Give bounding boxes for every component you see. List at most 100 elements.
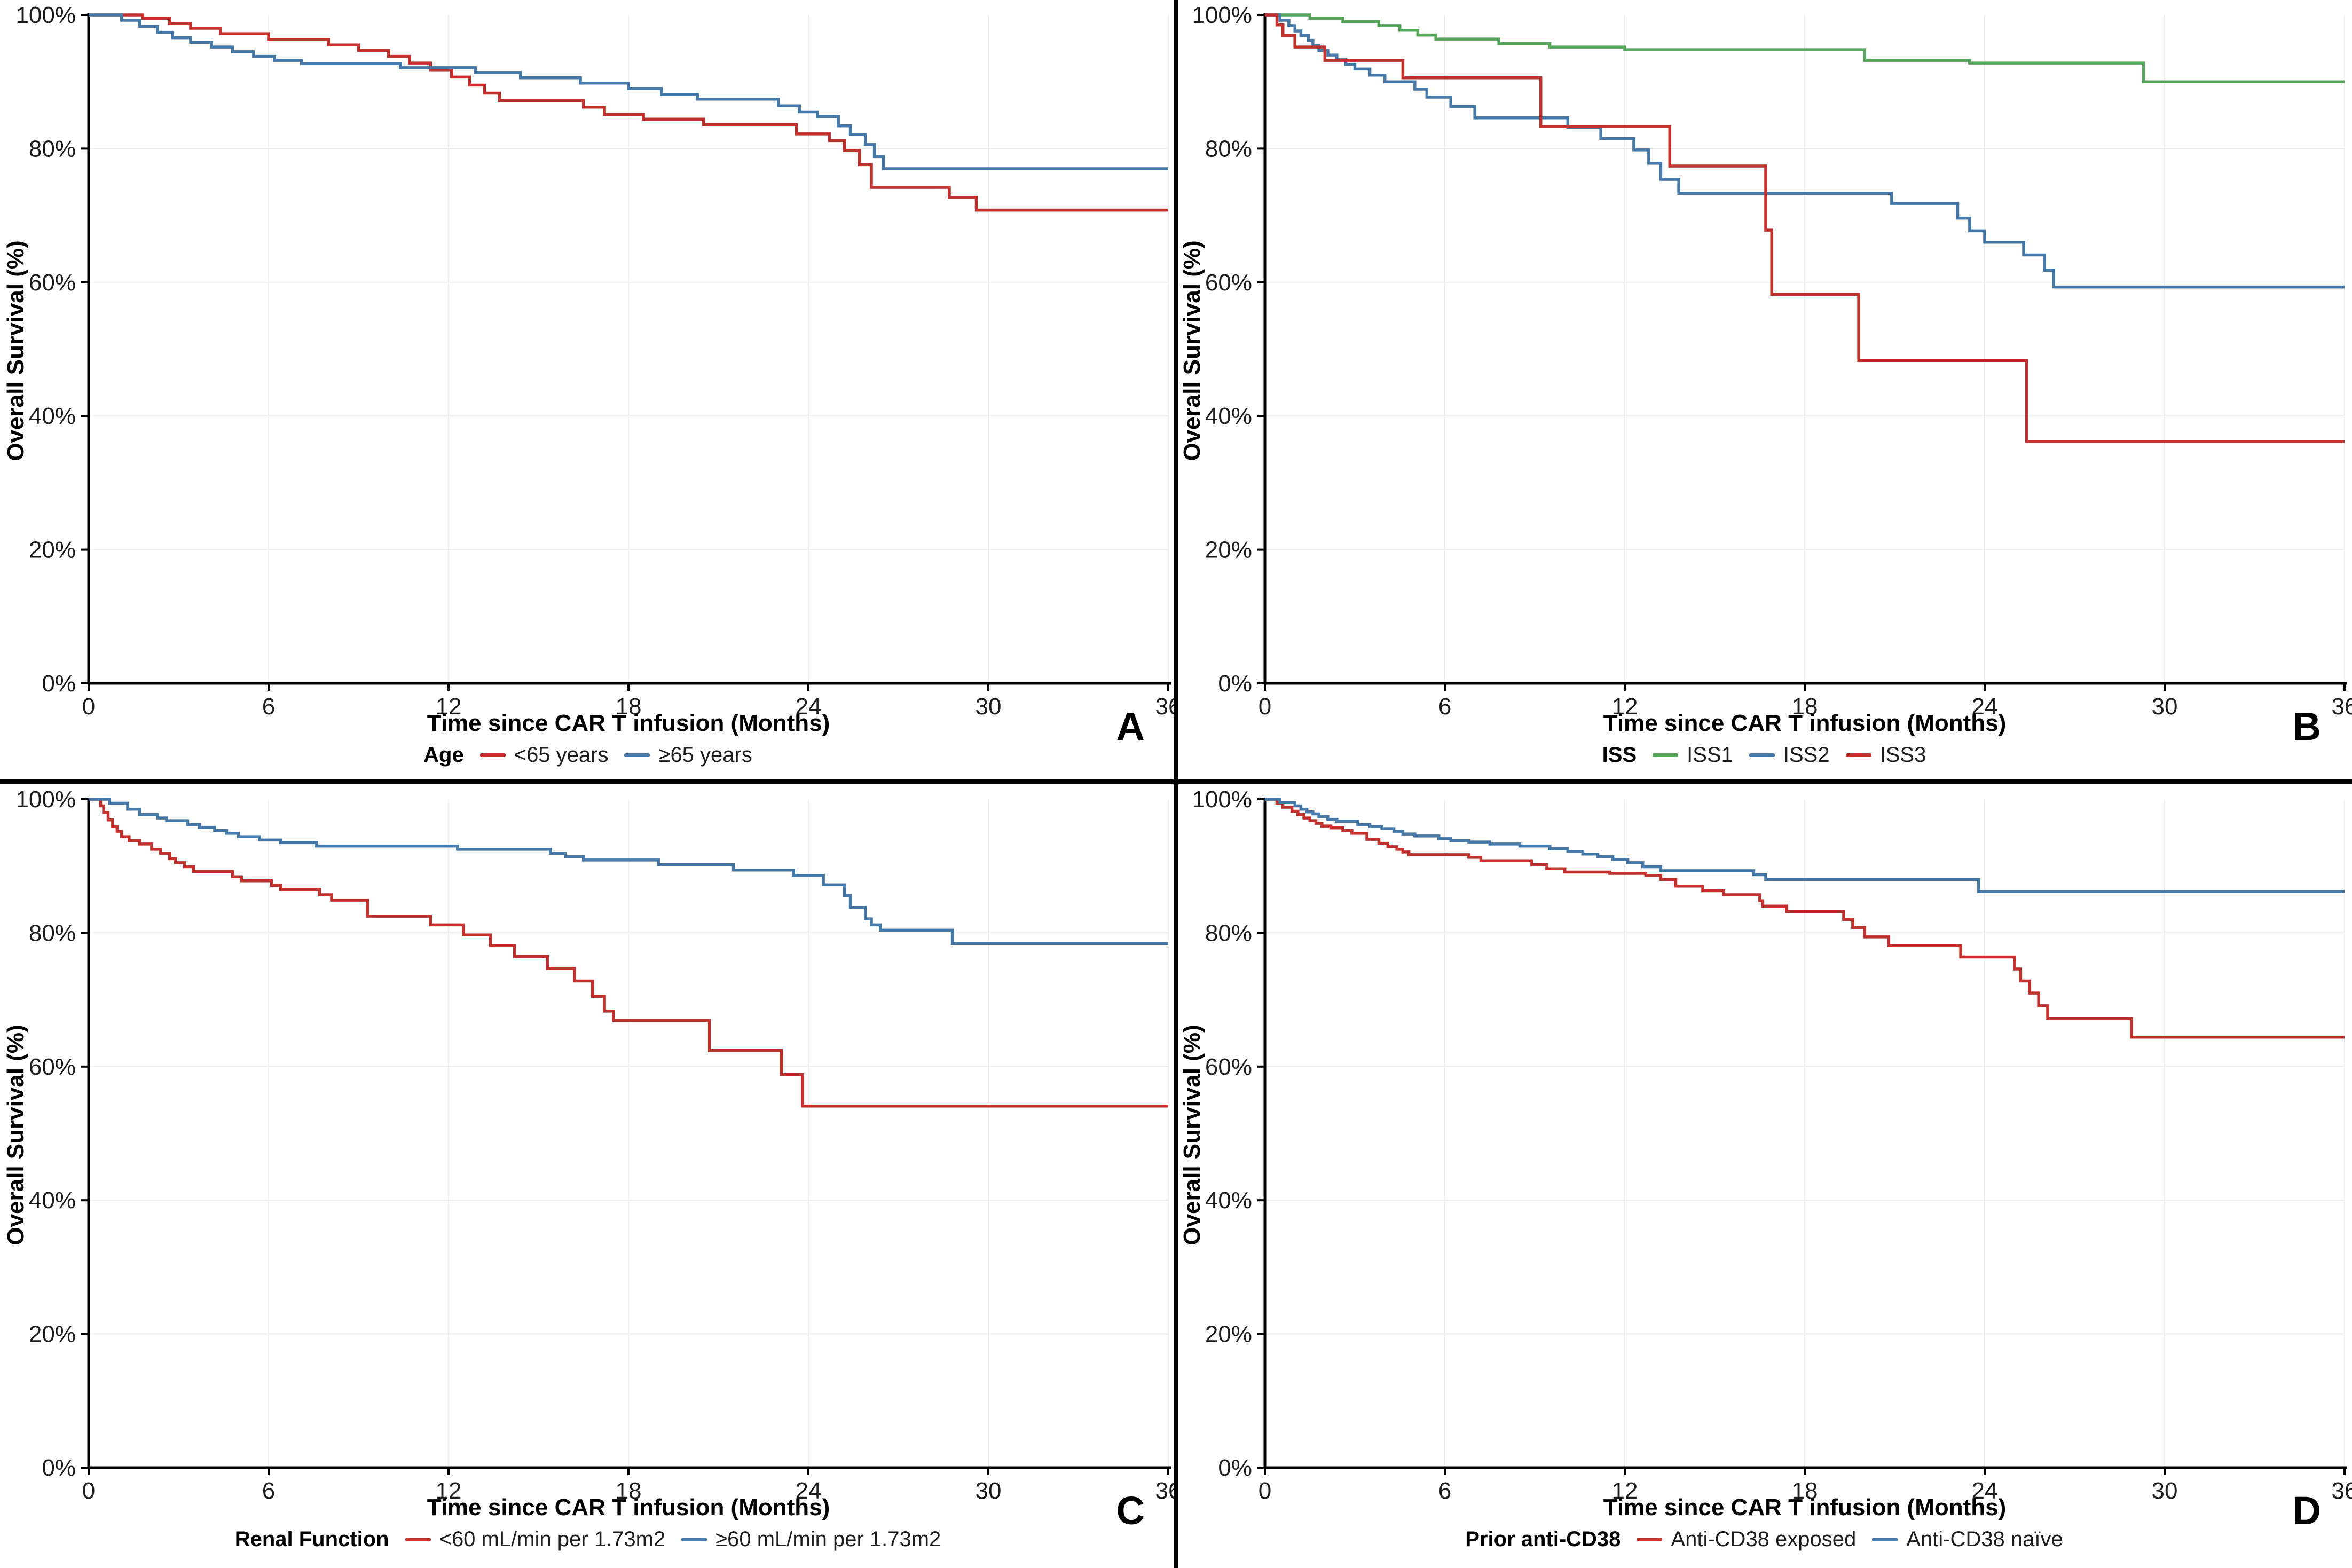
x-axis-title: Time since CAR T infusion (Months) — [427, 1494, 830, 1520]
y-tick-label: 60% — [1205, 270, 1252, 296]
panel-b: 0 6 12 18 24 30 36 0% 20% 40% 60% 80% 100% Overall S… — [1176, 0, 2352, 784]
y-tick-label: 0% — [1218, 1455, 1252, 1481]
legend-d: Prior anti-CD38 Anti-CD38 exposed Anti-CD… — [1176, 1527, 2352, 1551]
x-tick-label: 12 — [1612, 694, 1638, 720]
x-tick-label: 18 — [1792, 694, 1818, 720]
legend-line-swatch — [1749, 753, 1775, 757]
x-tick-label: 36 — [1155, 694, 1176, 720]
legend-line-swatch — [1637, 1538, 1663, 1541]
legend-label: <65 years — [514, 743, 609, 767]
y-axis-title: Overall Survival (%) — [3, 240, 29, 461]
x-tick-label: 18 — [616, 694, 642, 720]
x-tick-label: 30 — [2152, 694, 2178, 720]
y-tick-label: 100% — [1192, 2, 1252, 28]
y-tick-label: 40% — [29, 403, 76, 429]
x-tick-label: 30 — [976, 1478, 1002, 1504]
x-axis-title: Time since CAR T infusion (Months) — [427, 710, 830, 736]
km-curve-Anti-CD38 exposed — [1265, 798, 2345, 1039]
y-tick-label: 80% — [29, 920, 76, 946]
x-tick-label: 30 — [976, 694, 1002, 720]
legend-line-swatch — [624, 753, 650, 757]
legend-label: ISS3 — [1879, 743, 1926, 767]
y-tick-label: 20% — [1205, 537, 1252, 563]
legend-label: Anti-CD38 naïve — [1906, 1527, 2063, 1551]
x-tick-label: 12 — [436, 694, 462, 720]
y-tick-label: 60% — [29, 270, 76, 296]
x-tick-label: 36 — [1155, 1478, 1176, 1504]
x-tick-label: 0 — [82, 1478, 95, 1504]
legend-label: ≥65 years — [658, 743, 752, 767]
x-tick-label: 0 — [1258, 694, 1271, 720]
x-tick-label: 12 — [436, 1478, 462, 1504]
y-tick-label: 40% — [29, 1187, 76, 1214]
y-tick-label: 60% — [29, 1054, 76, 1080]
x-tick-label: 6 — [262, 694, 275, 720]
km-curve-Anti-CD38 naïve — [1265, 798, 2345, 893]
y-tick-label: 60% — [1205, 1054, 1252, 1080]
x-tick-label: 0 — [82, 694, 95, 720]
legend-line-swatch — [681, 1538, 707, 1541]
y-axis-title: Overall Survival (%) — [1179, 240, 1205, 461]
legend-title: Prior anti-CD38 — [1465, 1527, 1621, 1551]
legend-title: Age — [423, 743, 464, 767]
x-tick-label: 12 — [1612, 1478, 1638, 1504]
x-tick-label: 24 — [1972, 694, 1998, 720]
legend-entry: ≥65 years — [624, 743, 752, 767]
legend-entry: <60 mL/min per 1.73m2 — [405, 1527, 666, 1551]
x-tick-label: 24 — [796, 1478, 822, 1504]
x-tick-label: 18 — [616, 1478, 642, 1504]
x-tick-label: 6 — [1438, 1478, 1451, 1504]
x-tick-label: 30 — [2152, 1478, 2178, 1504]
y-tick-label: 40% — [1205, 1187, 1252, 1214]
panel-letter-b: B — [2292, 704, 2321, 748]
panel-divider-horizontal — [0, 779, 2352, 784]
km-plot-b: 0 6 12 18 24 30 36 0% 20% 40% 60% 80% 100% — [1192, 2, 2352, 720]
panel-a: 0 6 12 18 24 30 36 0% 20% 40% 60% 80% 100% Overall S… — [0, 0, 1176, 784]
y-tick-label: 20% — [29, 537, 76, 563]
km-plot-d: 0 6 12 18 24 30 36 0% 20% 40% 60% 80% 100% — [1192, 786, 2352, 1504]
legend-line-swatch — [479, 753, 506, 757]
x-tick-label: 0 — [1258, 1478, 1271, 1504]
y-tick-label: 40% — [1205, 403, 1252, 429]
legend-entry: Anti-CD38 exposed — [1637, 1527, 1856, 1551]
km-curve-ISS1 — [1265, 13, 2345, 83]
y-tick-label: 80% — [29, 136, 76, 162]
km-curve-<60 mL/min per 1.73m2 — [89, 798, 1168, 1108]
panel-d: 0 6 12 18 24 30 36 0% 20% 40% 60% 80% 100% Overall S… — [1176, 784, 2352, 1568]
y-tick-label: 80% — [1205, 920, 1252, 946]
legend-line-swatch — [1845, 753, 1871, 757]
legend-label: ISS1 — [1687, 743, 1733, 767]
x-tick-label: 6 — [1438, 694, 1451, 720]
x-axis-title: Time since CAR T infusion (Months) — [1603, 710, 2007, 736]
legend-line-swatch — [1872, 1538, 1898, 1541]
legend-title: ISS — [1602, 743, 1637, 767]
km-curve-<65 years — [89, 13, 1168, 212]
legend-entry: ISS3 — [1845, 743, 1926, 767]
legend-entry: ISS2 — [1749, 743, 1830, 767]
legend-label: ISS2 — [1783, 743, 1830, 767]
legend-entry: <65 years — [479, 743, 609, 767]
legend-label: ≥60 mL/min per 1.73m2 — [715, 1527, 941, 1551]
y-tick-label: 0% — [42, 1455, 76, 1481]
y-tick-label: 20% — [1205, 1321, 1252, 1348]
y-tick-label: 0% — [42, 671, 76, 697]
km-plot-c: 0 6 12 18 24 30 36 0% 20% 40% 60% 80% 100% — [15, 786, 1176, 1504]
panel-letter-a: A — [1116, 704, 1145, 748]
legend-a: Age <65 years ≥65 years — [0, 743, 1176, 767]
legend-entry: ISS1 — [1653, 743, 1733, 767]
km-curve-≥65 years — [89, 13, 1168, 170]
legend-label: <60 mL/min per 1.73m2 — [439, 1527, 666, 1551]
y-axis-title: Overall Survival (%) — [1179, 1025, 1205, 1246]
x-axis-title: Time since CAR T infusion (Months) — [1603, 1494, 2007, 1520]
y-axis-title: Overall Survival (%) — [3, 1025, 29, 1246]
legend-c: Renal Function <60 mL/min per 1.73m2 ≥60 … — [0, 1527, 1176, 1551]
y-tick-label: 20% — [29, 1321, 76, 1348]
km-curve-ISS3 — [1265, 13, 2345, 443]
km-plot-a: 0 6 12 18 24 30 36 0% 20% 40% 60% 80% 100% — [15, 2, 1176, 720]
panel-letter-c: C — [1116, 1488, 1145, 1533]
panel-letter-d: D — [2292, 1488, 2321, 1533]
x-tick-label: 36 — [2332, 1478, 2352, 1504]
y-tick-label: 0% — [1218, 671, 1252, 697]
legend-b: ISS ISS1 ISS2 ISS3 — [1176, 743, 2352, 767]
